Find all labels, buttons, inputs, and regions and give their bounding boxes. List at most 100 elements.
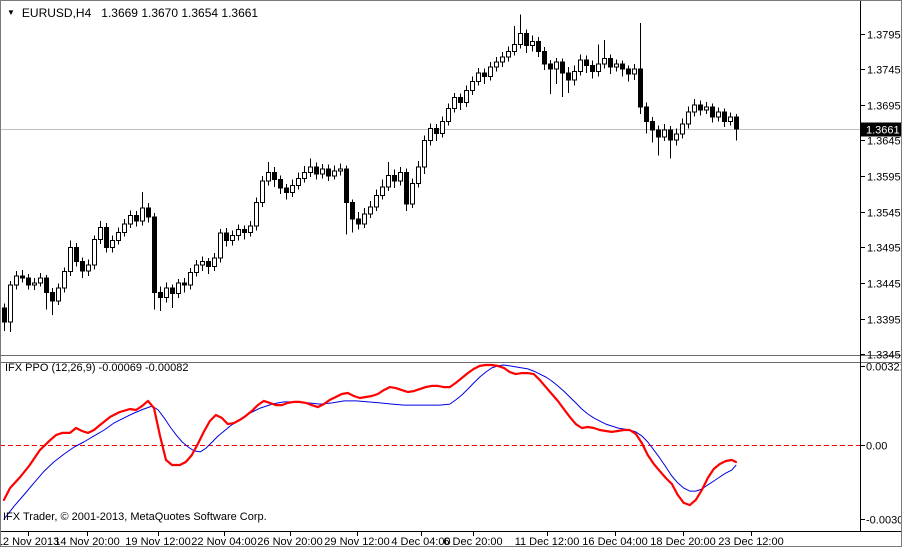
candle-body <box>578 59 583 72</box>
candle-body <box>482 72 487 77</box>
candle-body <box>728 116 733 122</box>
candle-body <box>260 180 265 204</box>
candle-body <box>284 187 289 194</box>
candle-body <box>668 129 673 141</box>
candle-body <box>464 90 469 104</box>
time-tick-label: 14 Nov 20:00 <box>54 536 119 547</box>
candle-body <box>350 202 355 220</box>
candle-body <box>638 68 643 108</box>
candle-body <box>302 172 307 179</box>
candle-body <box>434 127 439 134</box>
candle-body <box>32 282 37 286</box>
candle-body <box>326 168 331 177</box>
candle-body <box>338 168 343 172</box>
candle-body <box>590 65 595 72</box>
indicator-tick-label: 0.00 <box>866 441 887 453</box>
candle-body <box>584 59 589 67</box>
candle-body <box>104 226 109 248</box>
time-tick-label: 11 Dec 12:00 <box>515 536 580 547</box>
candle-body <box>98 226 103 241</box>
candle-body <box>620 63 625 70</box>
price-tick-label: 1.3445 <box>867 279 901 291</box>
candle-body <box>656 129 661 138</box>
candle-body <box>314 166 319 175</box>
candle-body <box>200 261 205 266</box>
candle-body <box>296 177 301 186</box>
time-tick-label: 26 Nov 20:00 <box>257 536 322 547</box>
title-ohlc: 1.3669 1.3670 1.3654 1.3661 <box>101 6 259 20</box>
candle-body <box>632 68 637 75</box>
candle-body <box>530 40 535 47</box>
candle-body <box>86 264 91 272</box>
candle-body <box>218 232 223 259</box>
chart-title: ▼ EURUSD,H4 1.3669 1.3670 1.3654 1.3661 <box>7 6 258 20</box>
price-marker-label: 1.3661 <box>866 125 900 137</box>
candle-body <box>650 120 655 131</box>
candle-body <box>92 239 97 266</box>
candle-body <box>452 97 457 109</box>
candle-body <box>194 264 199 273</box>
candle-body <box>134 214 139 222</box>
candle-body <box>242 229 247 233</box>
candle-body <box>356 218 361 225</box>
time-tick-label: 23 Dec 12:00 <box>718 536 783 547</box>
candle-body <box>158 291 163 298</box>
candle-body <box>524 33 529 47</box>
candle-body <box>392 174 397 182</box>
time-tick-label: 16 Dec 04:00 <box>582 536 647 547</box>
price-tick-label: 1.3545 <box>867 208 901 220</box>
candle-body <box>506 50 511 58</box>
candle-body <box>368 206 373 215</box>
candle-body <box>152 216 157 293</box>
candle-body <box>428 127 433 141</box>
candle-body <box>164 287 169 298</box>
candle-body <box>80 261 85 272</box>
candle-body <box>404 172 409 205</box>
candle-body <box>380 186 385 196</box>
candle-body <box>488 66 493 77</box>
symbol-dropdown-icon[interactable]: ▼ <box>7 8 15 17</box>
candle-body <box>518 33 523 45</box>
candle-body <box>170 287 175 295</box>
candle-body <box>332 170 337 177</box>
indicator-label: IFX PPO (12,26,9) -0.00069 -0.00082 <box>5 362 189 374</box>
candle-body <box>278 179 283 189</box>
candle-body <box>266 172 271 182</box>
candle-body <box>674 133 679 141</box>
candle-body <box>458 97 463 104</box>
candle-body <box>422 139 427 168</box>
candle-body <box>698 104 703 111</box>
candle-body <box>710 106 715 118</box>
candle-body <box>308 166 313 174</box>
candle-body <box>416 166 421 184</box>
candle-body <box>248 225 253 233</box>
candle-body <box>686 111 691 125</box>
candle-body <box>56 287 61 302</box>
price-tick-label: 1.3645 <box>867 136 901 148</box>
candle-body <box>62 271 67 289</box>
candle-body <box>176 282 181 295</box>
indicator-tick-label: 0.00321 <box>866 362 902 374</box>
candle-body <box>212 257 217 268</box>
time-axis-area[interactable] <box>0 532 902 547</box>
indicator-plot-area[interactable] <box>2 363 859 530</box>
price-tick-label: 1.3745 <box>867 65 901 77</box>
time-tick-label: 22 Nov 04:00 <box>191 536 256 547</box>
candle-body <box>662 129 667 138</box>
candle-body <box>554 61 559 70</box>
main-plot-area[interactable] <box>2 2 859 354</box>
price-tick-label: 1.3495 <box>867 243 901 255</box>
indicator-tick-label: -0.00301 <box>866 515 902 527</box>
time-tick-label: 4 Dec 04:00 <box>391 536 450 547</box>
candle-body <box>470 80 475 92</box>
price-axis-area[interactable] <box>861 0 902 531</box>
candle-body <box>74 246 79 263</box>
time-tick-label: 19 Nov 12:00 <box>125 536 190 547</box>
candle-body <box>734 116 739 130</box>
candle-body <box>188 271 193 286</box>
candle-body <box>386 174 391 188</box>
candle-body <box>680 123 685 135</box>
candle-body <box>476 72 481 82</box>
